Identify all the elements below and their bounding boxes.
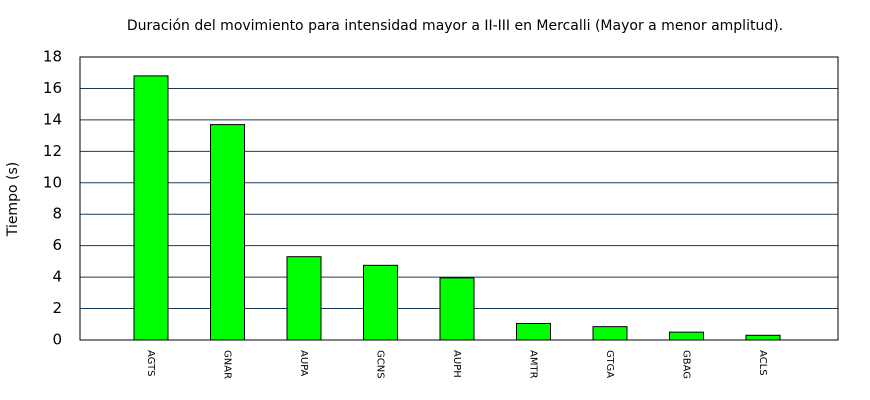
x-tick-label: AMTR — [528, 350, 539, 379]
x-tick-label: GTGA — [604, 350, 615, 378]
y-tick-label: 14 — [43, 110, 62, 128]
x-tick-label: AUPH — [451, 350, 462, 378]
x-tick-label: GBAG — [681, 350, 692, 379]
bar — [516, 322, 551, 341]
bar — [210, 124, 245, 341]
y-tick-label: 10 — [43, 173, 62, 191]
x-tick-label: ACLS — [757, 350, 768, 376]
y-tick-label: 16 — [43, 79, 62, 97]
y-tick-label: 6 — [52, 236, 62, 254]
bar — [439, 277, 475, 341]
x-tick-label: GCNS — [375, 350, 386, 379]
x-tick-label: AGTS — [145, 350, 156, 377]
bar — [669, 331, 704, 341]
bar — [286, 256, 322, 341]
bar — [745, 334, 781, 341]
y-tick-label: 2 — [52, 299, 62, 317]
y-tick-label: 8 — [52, 205, 62, 223]
y-tick-label: 12 — [43, 142, 62, 160]
y-tick-label: 18 — [43, 48, 62, 66]
bar — [592, 326, 628, 341]
y-axis-label: Tiempo (s) — [5, 162, 21, 237]
chart-title: Duración del movimiento para intensidad … — [127, 18, 783, 34]
x-tick-label: GNAR — [222, 350, 233, 379]
x-tick-label: AUPA — [298, 350, 309, 377]
y-tick-label: 0 — [52, 331, 62, 349]
y-tick-label: 4 — [52, 268, 62, 286]
bar — [133, 75, 169, 341]
bar — [363, 264, 398, 341]
